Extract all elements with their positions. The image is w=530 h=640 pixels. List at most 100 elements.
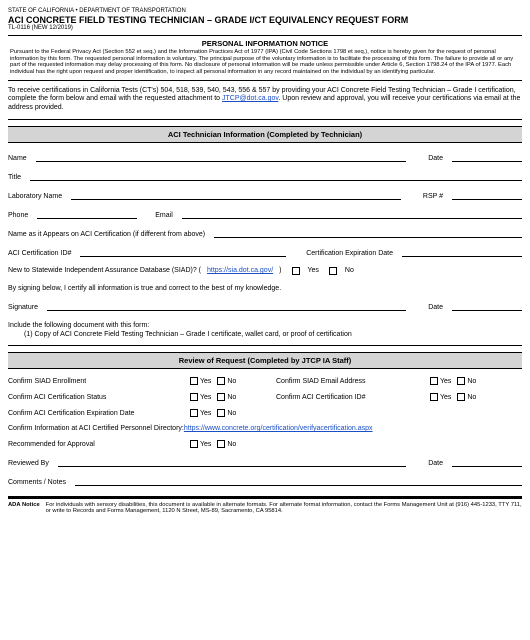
notice-heading: PERSONAL INFORMATION NOTICE	[8, 39, 522, 48]
s2-r1b-yes[interactable]	[430, 377, 438, 385]
comments-label: Comments / Notes	[8, 479, 69, 486]
date-field[interactable]	[452, 153, 522, 162]
divider	[8, 119, 522, 120]
s2-r2b-no[interactable]	[457, 393, 465, 401]
signature-field[interactable]	[47, 302, 406, 311]
include-a: Include the following document with this…	[8, 321, 522, 330]
row-reviewed: Reviewed By Date	[8, 458, 522, 467]
siad-no-checkbox[interactable]	[329, 267, 337, 275]
s2-row2: Confirm ACI Certification Status Yes No …	[8, 393, 522, 401]
title-label: Title	[8, 174, 24, 181]
section1-heading: ACI Technician Information (Completed by…	[8, 126, 522, 143]
divider	[8, 80, 522, 81]
section2-heading: Review of Request (Completed by JTCP IA …	[8, 352, 522, 369]
declare-text: By signing below, I certify all informat…	[8, 285, 281, 292]
no-label: No	[227, 410, 236, 417]
notice-body: Pursuant to the Federal Privacy Act (Sec…	[8, 49, 522, 78]
row-aciid: ACI Certification ID# Certification Expi…	[8, 248, 522, 257]
lab-field[interactable]	[71, 191, 401, 200]
s2-r1b-no[interactable]	[457, 377, 465, 385]
yes-label: Yes	[200, 394, 211, 401]
row-name-date: Name Date	[8, 153, 522, 162]
phone-field[interactable]	[37, 210, 137, 219]
rsp-label: RSP #	[423, 193, 446, 200]
lab-label: Laboratory Name	[8, 193, 65, 200]
yes-label: Yes	[200, 378, 211, 385]
form-title: ACI CONCRETE FIELD TESTING TECHNICIAN – …	[8, 15, 522, 25]
no-label: No	[227, 441, 236, 448]
s2-row3: Confirm ACI Certification Expiration Dat…	[8, 409, 522, 417]
yes-label: Yes	[200, 441, 211, 448]
yes-label: Yes	[308, 267, 319, 274]
include-block: Include the following document with this…	[8, 321, 522, 339]
s2-r3a: Confirm ACI Certification Expiration Dat…	[8, 410, 186, 417]
yes-label: Yes	[440, 378, 451, 385]
phone-label: Phone	[8, 212, 31, 219]
yes-label: Yes	[200, 410, 211, 417]
s2-r1a-yes[interactable]	[190, 377, 198, 385]
s2-r2a-yes[interactable]	[190, 393, 198, 401]
ada-label: ADA Notice	[8, 502, 40, 514]
row-signature: Signature Date	[8, 302, 522, 311]
ada-text: For individuals with sensory disabilitie…	[46, 502, 522, 514]
revby-field[interactable]	[58, 458, 406, 467]
verify-link[interactable]: https://www.concrete.org/certification/v…	[184, 425, 373, 432]
s2-r3a-yes[interactable]	[190, 409, 198, 417]
aciid-label: ACI Certification ID#	[8, 250, 74, 257]
ada-notice: ADA Notice For individuals with sensory …	[8, 502, 522, 514]
s2-r3a-no[interactable]	[217, 409, 225, 417]
no-label: No	[467, 378, 476, 385]
title-field[interactable]	[30, 172, 522, 181]
certexp-label: Certification Expiration Date	[306, 250, 396, 257]
divider	[8, 498, 522, 499]
agency-line: STATE OF CALIFORNIA • DEPARTMENT OF TRAN…	[8, 8, 522, 14]
s2-r1b: Confirm SIAD Email Address	[276, 378, 426, 385]
s2-r2b: Confirm ACI Certification ID#	[276, 394, 426, 401]
s2-r5a-no[interactable]	[217, 440, 225, 448]
yes-label: Yes	[440, 394, 451, 401]
row-comments: Comments / Notes	[8, 477, 522, 486]
name-label: Name	[8, 155, 30, 162]
email-field[interactable]	[182, 210, 522, 219]
divider	[8, 345, 522, 346]
aciid-field[interactable]	[80, 248, 286, 257]
revdate-field[interactable]	[452, 458, 522, 467]
form-code: TL-0116 (NEW 12/2019)	[8, 25, 522, 31]
s2-r2a-no[interactable]	[217, 393, 225, 401]
row-lab: Laboratory Name RSP #	[8, 191, 522, 200]
no-label: No	[227, 394, 236, 401]
s2-r5a: Recommended for Approval	[8, 441, 186, 448]
email-link[interactable]: JTCP@dot.ca.gov	[222, 95, 278, 102]
no-label: No	[227, 378, 236, 385]
row-declare: By signing below, I certify all informat…	[8, 285, 522, 292]
date-label: Date	[428, 155, 446, 162]
s2-r1a-no[interactable]	[217, 377, 225, 385]
email-label: Email	[155, 212, 176, 219]
name-field[interactable]	[36, 153, 407, 162]
comments-field[interactable]	[75, 477, 522, 486]
no-label: No	[467, 394, 476, 401]
s2-r4a: Confirm Information at ACI Certified Per…	[8, 425, 184, 432]
revby-label: Reviewed By	[8, 460, 52, 467]
row-phone-email: Phone Email	[8, 210, 522, 219]
row-siad: New to Statewide Independent Assurance D…	[8, 267, 522, 275]
namecert-label: Name as it Appears on ACI Certification …	[8, 231, 208, 238]
siad-label-a: New to Statewide Independent Assurance D…	[8, 267, 201, 274]
s2-r5a-yes[interactable]	[190, 440, 198, 448]
signature-label: Signature	[8, 304, 41, 311]
s2-row4: Confirm Information at ACI Certified Per…	[8, 425, 522, 432]
s2-row1: Confirm SIAD Enrollment Yes No Confirm S…	[8, 377, 522, 385]
s2-r2a: Confirm ACI Certification Status	[8, 394, 186, 401]
row-name-cert: Name as it Appears on ACI Certification …	[8, 229, 522, 238]
s2-row5: Recommended for Approval Yes No	[8, 440, 522, 448]
certexp-field[interactable]	[402, 248, 522, 257]
revdate-label: Date	[428, 460, 446, 467]
siad-link[interactable]: https://sia.dot.ca.gov/	[207, 267, 273, 274]
siad-yes-checkbox[interactable]	[292, 267, 300, 275]
s2-r1a: Confirm SIAD Enrollment	[8, 378, 186, 385]
sig-date-field[interactable]	[452, 302, 522, 311]
namecert-field[interactable]	[214, 229, 522, 238]
s2-r2b-yes[interactable]	[430, 393, 438, 401]
rsp-field[interactable]	[452, 191, 522, 200]
divider	[8, 35, 522, 36]
